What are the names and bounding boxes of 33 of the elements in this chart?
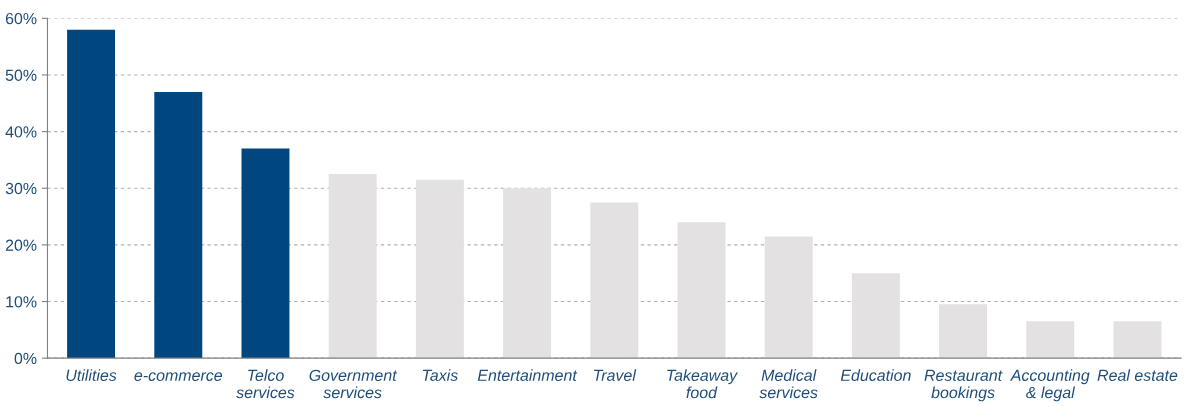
bar [851,273,900,359]
x-tick-label: Accounting & legal [1009,369,1090,402]
bar [1026,321,1075,359]
x-tick-label: Takeaway food [667,369,738,399]
y-tick-label: 0% [14,352,37,365]
x-tick-label: Restaurant bookings [924,369,1003,402]
y-tick-label: 40% [5,126,37,138]
y-tick-label: 10% [6,296,37,308]
x-tick-label: Taxis [422,369,458,381]
y-tick-label: 50% [5,69,37,81]
bar [677,222,726,359]
x-tick-label: Telco services [236,369,295,399]
bar [67,29,116,359]
x-tick-label: Travel [594,369,637,381]
bar [415,179,464,359]
x-tick-label: e-commerce [134,372,223,381]
bar [1113,321,1162,359]
bar [154,91,203,359]
x-tick-label: Entertainment [477,369,578,381]
x-tick-label: Utilities [66,369,117,381]
y-tick-label: 20% [5,239,37,251]
bar [764,236,813,359]
bar [503,188,552,359]
x-tick-label: Education [840,369,911,382]
bar [590,202,639,359]
y-tick-label: 30% [5,182,37,195]
x-tick-label: Real estate [1097,369,1178,381]
bar [328,174,377,359]
x-tick-label: Government services [309,369,398,399]
x-tick-label: Medical services [759,369,818,399]
y-tick-label: 60% [5,12,37,25]
bar [939,304,988,359]
bar [241,148,290,359]
